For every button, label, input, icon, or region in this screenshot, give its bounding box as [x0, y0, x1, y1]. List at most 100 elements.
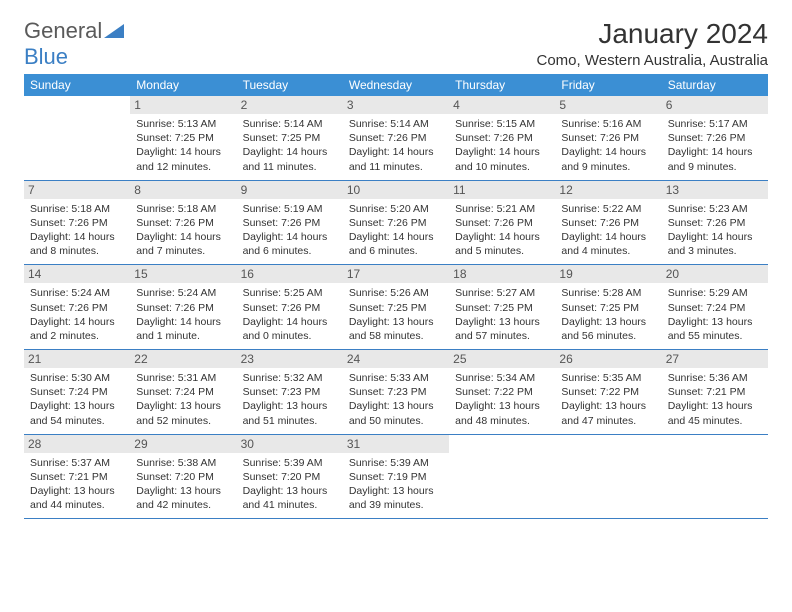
- dayhead-mon: Monday: [130, 74, 236, 96]
- daylight-text: and 1 minute.: [136, 329, 230, 343]
- daylight-text: Daylight: 14 hours: [668, 145, 762, 159]
- sunset-text: Sunset: 7:24 PM: [668, 301, 762, 315]
- sunset-text: Sunset: 7:24 PM: [136, 385, 230, 399]
- daylight-text: and 0 minutes.: [243, 329, 337, 343]
- sunset-text: Sunset: 7:25 PM: [136, 131, 230, 145]
- sunrise-text: Sunrise: 5:28 AM: [561, 286, 655, 300]
- calendar-cell: 23Sunrise: 5:32 AMSunset: 7:23 PMDayligh…: [237, 350, 343, 434]
- sunrise-text: Sunrise: 5:14 AM: [349, 117, 443, 131]
- sunrise-text: Sunrise: 5:18 AM: [136, 202, 230, 216]
- daylight-text: Daylight: 14 hours: [136, 145, 230, 159]
- sunrise-text: Sunrise: 5:17 AM: [668, 117, 762, 131]
- location-text: Como, Western Australia, Australia: [537, 52, 769, 69]
- dayhead-sat: Saturday: [662, 74, 768, 96]
- calendar-cell: 27Sunrise: 5:36 AMSunset: 7:21 PMDayligh…: [662, 350, 768, 434]
- sunrise-text: Sunrise: 5:22 AM: [561, 202, 655, 216]
- dayhead-wed: Wednesday: [343, 74, 449, 96]
- sunset-text: Sunset: 7:26 PM: [349, 131, 443, 145]
- daylight-text: and 58 minutes.: [349, 329, 443, 343]
- daylight-text: Daylight: 13 hours: [668, 399, 762, 413]
- sunrise-text: Sunrise: 5:38 AM: [136, 456, 230, 470]
- day-number: 7: [24, 181, 130, 199]
- sunset-text: Sunset: 7:26 PM: [668, 216, 762, 230]
- sunrise-text: Sunrise: 5:39 AM: [349, 456, 443, 470]
- sunrise-text: Sunrise: 5:21 AM: [455, 202, 549, 216]
- sunrise-text: Sunrise: 5:24 AM: [30, 286, 124, 300]
- sunrise-text: Sunrise: 5:20 AM: [349, 202, 443, 216]
- calendar-cell: 24Sunrise: 5:33 AMSunset: 7:23 PMDayligh…: [343, 350, 449, 434]
- sunrise-text: Sunrise: 5:36 AM: [668, 371, 762, 385]
- calendar-cell: 6 Sunrise: 5:17 AMSunset: 7:26 PMDaylight…: [662, 96, 768, 180]
- daylight-text: and 44 minutes.: [30, 498, 124, 512]
- daylight-text: Daylight: 14 hours: [136, 230, 230, 244]
- calendar-cell: [662, 435, 768, 519]
- sunrise-text: Sunrise: 5:34 AM: [455, 371, 549, 385]
- day-number: 3: [343, 96, 449, 114]
- day-number: 31: [343, 435, 449, 453]
- sunset-text: Sunset: 7:26 PM: [136, 216, 230, 230]
- calendar-cell: 25Sunrise: 5:34 AMSunset: 7:22 PMDayligh…: [449, 350, 555, 434]
- daylight-text: Daylight: 13 hours: [136, 399, 230, 413]
- sunrise-text: Sunrise: 5:16 AM: [561, 117, 655, 131]
- calendar-page: General Blue January 2024 Como, Western …: [0, 0, 792, 537]
- daylight-text: and 57 minutes.: [455, 329, 549, 343]
- calendar-cell: 5Sunrise: 5:16 AMSunset: 7:26 PMDaylight…: [555, 96, 661, 180]
- day-number: 18: [449, 265, 555, 283]
- dayhead-tue: Tuesday: [237, 74, 343, 96]
- sunset-text: Sunset: 7:21 PM: [668, 385, 762, 399]
- daylight-text: Daylight: 14 hours: [136, 315, 230, 329]
- calendar-cell: 10 Sunrise: 5:20 AMSunset: 7:26 PMDayligh…: [343, 181, 449, 265]
- daylight-text: and 2 minutes.: [30, 329, 124, 343]
- daylight-text: and 9 minutes.: [561, 160, 655, 174]
- daylight-text: and 45 minutes.: [668, 414, 762, 428]
- day-number: 30: [237, 435, 343, 453]
- day-number: 10: [343, 181, 449, 199]
- sunset-text: Sunset: 7:26 PM: [30, 216, 124, 230]
- day-number: 1: [130, 96, 236, 114]
- calendar-cell: 22Sunrise: 5:31 AMSunset: 7:24 PMDayligh…: [130, 350, 236, 434]
- sunrise-text: Sunrise: 5:31 AM: [136, 371, 230, 385]
- logo-triangle-icon: [104, 24, 124, 38]
- day-number: 21: [24, 350, 130, 368]
- daylight-text: and 51 minutes.: [243, 414, 337, 428]
- daylight-text: Daylight: 14 hours: [349, 230, 443, 244]
- daylight-text: and 52 minutes.: [136, 414, 230, 428]
- sunset-text: Sunset: 7:26 PM: [668, 131, 762, 145]
- calendar-cell: 17Sunrise: 5:26 AMSunset: 7:25 PMDayligh…: [343, 265, 449, 349]
- daylight-text: Daylight: 14 hours: [243, 230, 337, 244]
- sunrise-text: Sunrise: 5:37 AM: [30, 456, 124, 470]
- daylight-text: and 39 minutes.: [349, 498, 443, 512]
- day-number: 12: [555, 181, 661, 199]
- day-number: 25: [449, 350, 555, 368]
- sunset-text: Sunset: 7:22 PM: [561, 385, 655, 399]
- daylight-text: Daylight: 13 hours: [243, 484, 337, 498]
- day-number: 13: [662, 181, 768, 199]
- sunset-text: Sunset: 7:20 PM: [243, 470, 337, 484]
- sunset-text: Sunset: 7:26 PM: [243, 216, 337, 230]
- day-number: 6: [662, 96, 768, 114]
- sunset-text: Sunset: 7:25 PM: [455, 301, 549, 315]
- daylight-text: Daylight: 13 hours: [30, 399, 124, 413]
- calendar-cell: 8Sunrise: 5:18 AMSunset: 7:26 PMDaylight…: [130, 181, 236, 265]
- sunrise-text: Sunrise: 5:30 AM: [30, 371, 124, 385]
- daylight-text: and 48 minutes.: [455, 414, 549, 428]
- daylight-text: and 5 minutes.: [455, 244, 549, 258]
- sunrise-text: Sunrise: 5:24 AM: [136, 286, 230, 300]
- sunset-text: Sunset: 7:26 PM: [30, 301, 124, 315]
- calendar-week: 7Sunrise: 5:18 AMSunset: 7:26 PMDaylight…: [24, 181, 768, 266]
- calendar-cell: 18Sunrise: 5:27 AMSunset: 7:25 PMDayligh…: [449, 265, 555, 349]
- day-number: 20: [662, 265, 768, 283]
- daylight-text: Daylight: 14 hours: [561, 230, 655, 244]
- daylight-text: and 54 minutes.: [30, 414, 124, 428]
- daylight-text: Daylight: 14 hours: [243, 145, 337, 159]
- sunset-text: Sunset: 7:26 PM: [136, 301, 230, 315]
- day-number: 9: [237, 181, 343, 199]
- day-number: 19: [555, 265, 661, 283]
- sunset-text: Sunset: 7:23 PM: [243, 385, 337, 399]
- sunrise-text: Sunrise: 5:13 AM: [136, 117, 230, 131]
- brand-logo: General Blue: [24, 18, 124, 70]
- sunrise-text: Sunrise: 5:33 AM: [349, 371, 443, 385]
- sunset-text: Sunset: 7:26 PM: [349, 216, 443, 230]
- calendar-cell: 21Sunrise: 5:30 AMSunset: 7:24 PMDayligh…: [24, 350, 130, 434]
- daylight-text: and 42 minutes.: [136, 498, 230, 512]
